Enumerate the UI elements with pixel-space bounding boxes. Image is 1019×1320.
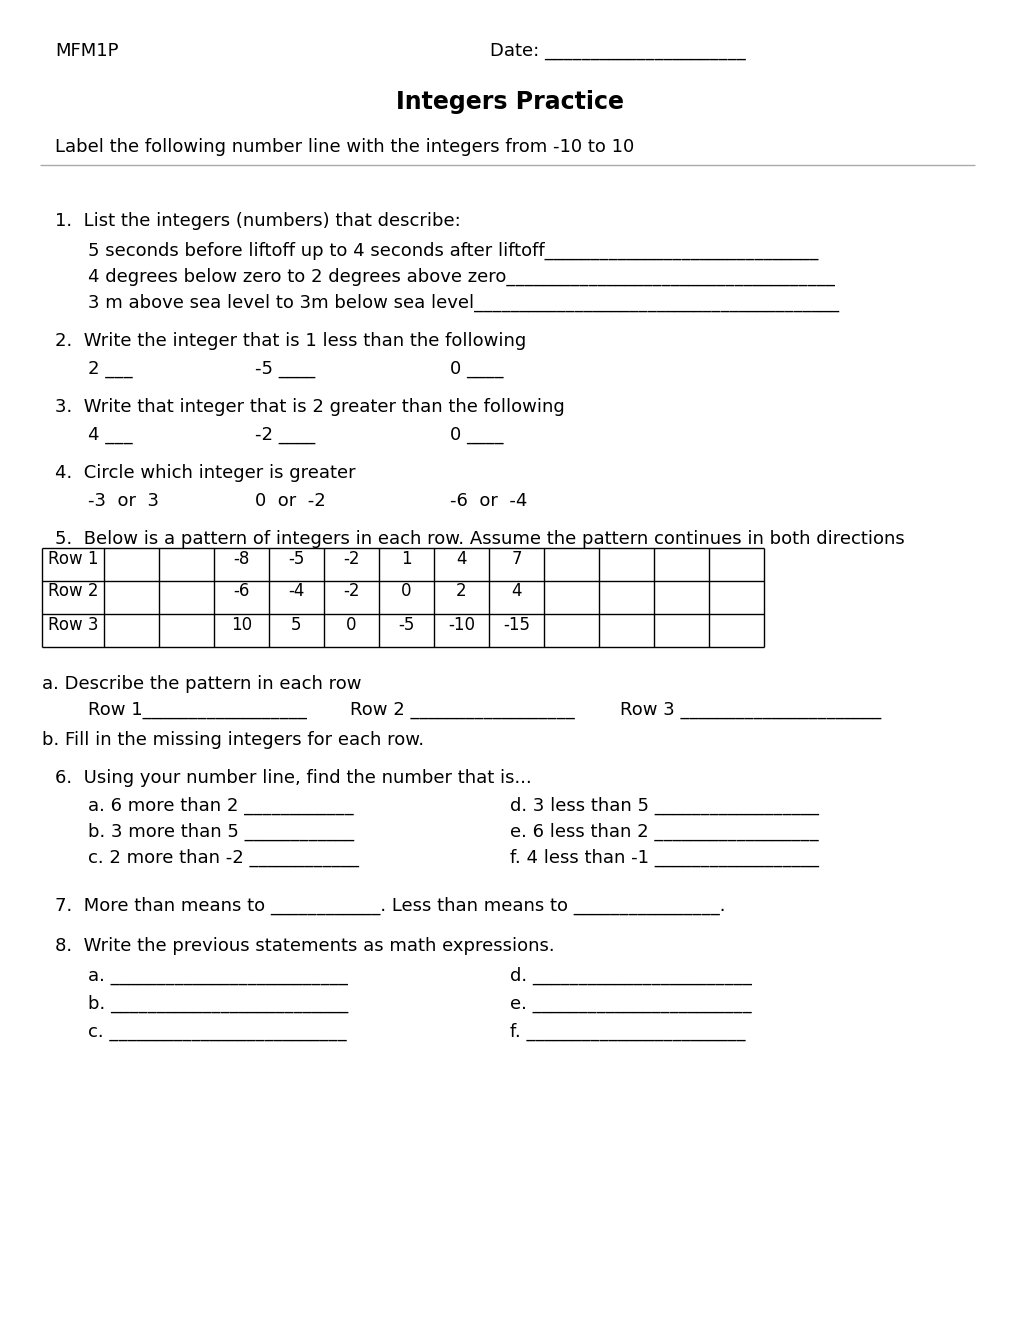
Text: Row 3 ______________________: Row 3 ______________________	[620, 701, 880, 719]
Text: -10: -10	[447, 615, 475, 634]
Text: c. 2 more than -2 ____________: c. 2 more than -2 ____________	[88, 849, 359, 867]
Text: b. Fill in the missing integers for each row.: b. Fill in the missing integers for each…	[42, 731, 424, 748]
Text: 1.  List the integers (numbers) that describe:: 1. List the integers (numbers) that desc…	[55, 213, 461, 230]
Text: 3 m above sea level to 3m below sea level_______________________________________: 3 m above sea level to 3m below sea leve…	[88, 294, 839, 313]
Text: 0: 0	[345, 615, 357, 634]
Text: 7.  More than means to ____________. Less than means to ________________.: 7. More than means to ____________. Less…	[55, 898, 725, 915]
Text: Row 1__________________: Row 1__________________	[88, 701, 307, 719]
Text: 2: 2	[455, 582, 467, 601]
Text: b. __________________________: b. __________________________	[88, 995, 347, 1014]
Text: Row 2 __________________: Row 2 __________________	[350, 701, 574, 719]
Text: -3  or  3: -3 or 3	[88, 492, 159, 510]
Text: -2: -2	[343, 582, 360, 601]
Text: 5 seconds before liftoff up to 4 seconds after liftoff__________________________: 5 seconds before liftoff up to 4 seconds…	[88, 242, 817, 260]
Text: Row 3: Row 3	[48, 615, 98, 634]
Text: -4: -4	[288, 582, 305, 601]
Text: 0  or  -2: 0 or -2	[255, 492, 325, 510]
Text: d. ________________________: d. ________________________	[510, 968, 751, 985]
Text: f. 4 less than -1 __________________: f. 4 less than -1 __________________	[510, 849, 818, 867]
Text: -6: -6	[233, 582, 250, 601]
Text: -5: -5	[398, 615, 415, 634]
Text: a. 6 more than 2 ____________: a. 6 more than 2 ____________	[88, 797, 354, 816]
Text: -15: -15	[502, 615, 530, 634]
Text: 0 ____: 0 ____	[449, 360, 503, 378]
Text: d. 3 less than 5 __________________: d. 3 less than 5 __________________	[510, 797, 818, 816]
Text: Label the following number line with the integers from -10 to 10: Label the following number line with the…	[55, 139, 634, 156]
Text: 7: 7	[511, 549, 522, 568]
Text: 5.  Below is a pattern of integers in each row. Assume the pattern continues in : 5. Below is a pattern of integers in eac…	[55, 531, 904, 548]
Text: 5: 5	[291, 615, 302, 634]
Text: 4 degrees below zero to 2 degrees above zero____________________________________: 4 degrees below zero to 2 degrees above …	[88, 268, 835, 286]
Text: 0: 0	[400, 582, 412, 601]
Text: b. 3 more than 5 ____________: b. 3 more than 5 ____________	[88, 822, 354, 841]
Text: -2 ____: -2 ____	[255, 426, 315, 444]
Text: -5: -5	[288, 549, 305, 568]
Text: a. Describe the pattern in each row: a. Describe the pattern in each row	[42, 675, 361, 693]
Text: -2: -2	[343, 549, 360, 568]
Text: 4.  Circle which integer is greater: 4. Circle which integer is greater	[55, 465, 356, 482]
Text: Date: ______________________: Date: ______________________	[489, 42, 745, 59]
Text: 10: 10	[230, 615, 252, 634]
Text: Row 2: Row 2	[48, 582, 98, 601]
Text: e. ________________________: e. ________________________	[510, 995, 751, 1012]
Text: 4 ___: 4 ___	[88, 426, 132, 444]
Text: 3.  Write that integer that is 2 greater than the following: 3. Write that integer that is 2 greater …	[55, 399, 565, 416]
Text: 1: 1	[400, 549, 412, 568]
Text: 2.  Write the integer that is 1 less than the following: 2. Write the integer that is 1 less than…	[55, 333, 526, 350]
Text: f. ________________________: f. ________________________	[510, 1023, 745, 1041]
Text: Row 1: Row 1	[48, 549, 98, 568]
Text: MFM1P: MFM1P	[55, 42, 118, 59]
Text: Integers Practice: Integers Practice	[395, 90, 624, 114]
Text: 4: 4	[511, 582, 522, 601]
Text: 8.  Write the previous statements as math expressions.: 8. Write the previous statements as math…	[55, 937, 554, 954]
Text: 4: 4	[455, 549, 467, 568]
Text: e. 6 less than 2 __________________: e. 6 less than 2 __________________	[510, 822, 818, 841]
Text: -6  or  -4: -6 or -4	[449, 492, 527, 510]
Text: 0 ____: 0 ____	[449, 426, 503, 444]
Text: c. __________________________: c. __________________________	[88, 1023, 346, 1041]
Text: -8: -8	[233, 549, 250, 568]
Text: 6.  Using your number line, find the number that is...: 6. Using your number line, find the numb…	[55, 770, 531, 787]
Text: -5 ____: -5 ____	[255, 360, 315, 378]
Text: a. __________________________: a. __________________________	[88, 968, 347, 985]
Text: 2 ___: 2 ___	[88, 360, 132, 378]
